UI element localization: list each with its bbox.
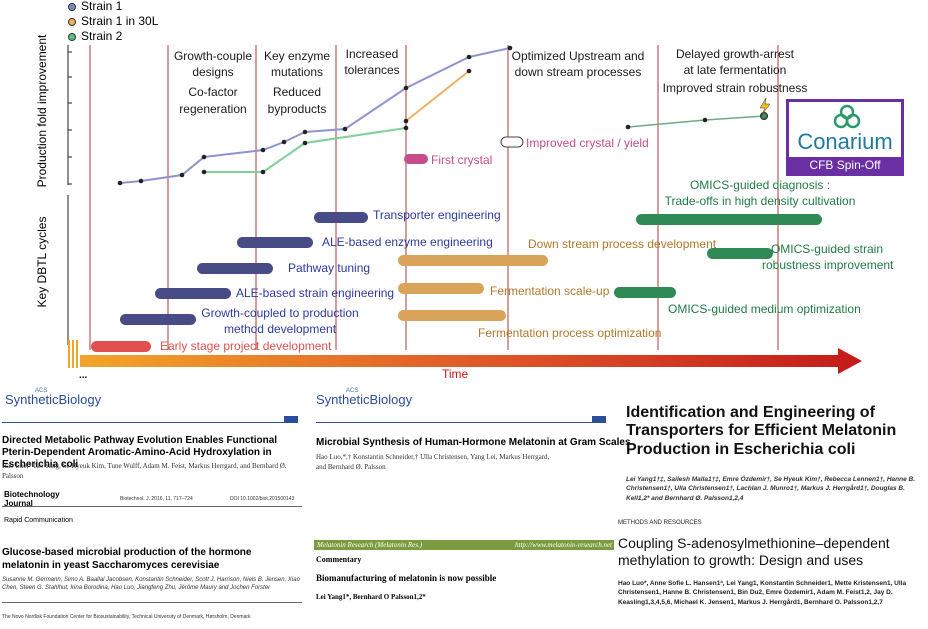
article-type: Rapid Communication [4,517,73,524]
milestone-label-1: Growth-couple designs Co-factor regenera… [173,49,253,116]
paper-3: ACS SyntheticBiology Microbial Synthesis… [314,386,631,496]
paper-affiliation: The Novo Nordisk Foundation Center for B… [2,614,251,620]
task-transporter: Transporter engineering [373,208,501,222]
paper-title: Glucose-based microbial production of th… [2,547,252,571]
paper-title: Directed Metabolic Pathway Evolution Ena… [2,435,278,470]
lightning-icon [759,97,771,117]
header-rule [316,422,606,423]
series-strain30l-line [405,70,470,122]
affiliation-rule [2,602,302,603]
task-downstream: Down stream process development [528,237,717,251]
bar-scaleup [398,283,484,294]
journal-doi: DOI 10.1002/biot.201500143 [230,496,295,502]
header-rule [2,422,298,423]
task-omics-medium: OMICS-guided medium optimization [668,302,861,316]
bar-ale-strain [155,288,231,299]
paper-title: Identification and Engineering of Transp… [626,404,897,458]
bar-ale-enzyme [237,237,313,248]
paper-authors: Hao Luo*, Anne Sofie L. Hansen1ª, Lei Ya… [618,580,907,606]
bar-omics-strain [707,248,773,259]
first-crystal-label: First crystal [431,153,493,167]
paper-authors: Lei Yang1*, Bernhard O Palsson1,2* [316,593,426,601]
milestone-label-3: Increased tolerances [344,47,400,78]
paper-authors: Hao Luo,*,† Konstantin Schneider,† Ulla … [316,453,550,472]
bar-early-stage [91,341,151,352]
section-label: METHODS AND RESOURCES [618,520,702,526]
milestone-label-4: Optimized Upstream and down stream proce… [511,49,645,80]
legend-item-strain2: Strain 2 [68,29,122,43]
task-growth-coupled: Growth-coupled to production method deve… [201,306,359,336]
bar-downstream [398,255,548,266]
conarium-logo: Conarium CFB Spin-Off [786,99,904,176]
bar-omics-diagnosis [636,214,822,225]
header-rule [2,506,302,507]
trefoil-icon [833,104,861,129]
conarium-name: Conarium [797,129,893,154]
letter-badge [592,416,606,422]
task-scaleup: Fermentation scale-up [490,284,610,298]
paper-4: Melatonin Research (Melatonin Res.) http… [314,540,614,629]
data-points [117,45,768,186]
legend-item-strain1: Strain 1 [68,0,122,13]
milestone-label-5: Delayed growth-arrest at late fermentati… [662,47,808,96]
journal-header: Biotechnol. J. 2016, 11, 717–724 [120,496,193,502]
bar-growth-coupled [120,314,196,325]
ellipsis: ... [79,370,88,381]
bar-pathway [197,263,273,274]
paper-authors: Lei Yang1†‡, Sailesh Malla1†‡, Emre Özde… [626,476,916,502]
paper-title: Coupling S-adenosylmethionine–dependent … [618,535,890,568]
task-ale-enzyme: ALE-based enzyme engineering [322,235,493,249]
journal-name: Biotechnology Journal [4,490,60,508]
legend-item-strain30l: Strain 1 in 30L [68,14,158,28]
paper-authors: Susanne M. Germann, Simo A. Baallal Jaco… [2,577,300,592]
improved-crystal-label: Improved crystal / yield [526,136,649,150]
legend-dot [68,32,76,41]
task-ale-strain: ALE-based strain engineering [236,286,395,300]
bar-omics-medium [614,287,676,298]
paper-authors: Hao Luo,* Lei Yang, Se Hyeuk Kim, Tune W… [2,462,287,480]
task-omics-diagnosis: OMICS-guided diagnosis : Trade-offs in h… [664,178,856,208]
time-arrow [68,340,862,374]
x-axis-label: Time [442,367,469,381]
task-early-stage: Early stage project development [160,339,332,353]
journal-logo: ACS SyntheticBiology [316,388,413,407]
axis-lines [67,45,72,345]
paper-6: METHODS AND RESOURCES Coupling S-adenosy… [616,519,928,629]
legend-dot [68,17,76,26]
paper-title: Microbial Synthesis of Human-Hormone Mel… [316,437,631,448]
journal-logo: ACS SyntheticBiology [5,388,102,407]
first-crystal-marker [404,154,428,164]
article-type: Commentary [316,555,362,564]
paper-title: Biomanufacturing of melatonin is now pos… [316,573,497,583]
journal-banner: Melatonin Research (Melatonin Res.) http… [314,540,614,550]
bar-transporter [314,212,368,223]
series-strain2-line [204,127,407,173]
conarium-tagline: CFB Spin-Off [789,157,901,173]
improved-crystal-marker [500,136,524,148]
paper-2: Biotechnology Journal Biotechnol. J. 201… [0,490,305,629]
milestone-label-2: Key enzyme mutations Reduced byproducts [263,49,331,116]
letter-badge [284,416,298,422]
paper-1: ACS SyntheticBiology Directed Metabolic … [0,386,300,496]
task-omics-strain: OMICS-guided strain robustness improveme… [762,242,894,272]
task-pathway: Pathway tuning [288,261,371,275]
timeline-diagram [67,45,862,374]
task-fermentation-opt: Fermentation process optimization [478,326,662,340]
series-strain2-line-late [627,115,765,128]
milestone-separators [89,45,779,350]
legend-dot [68,2,76,11]
paper-5: Identification and Engineering of Transp… [622,402,928,512]
bar-fermentation-opt [398,310,506,321]
